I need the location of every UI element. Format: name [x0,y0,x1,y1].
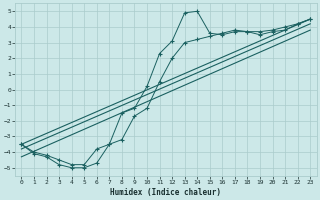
X-axis label: Humidex (Indice chaleur): Humidex (Indice chaleur) [110,188,221,197]
